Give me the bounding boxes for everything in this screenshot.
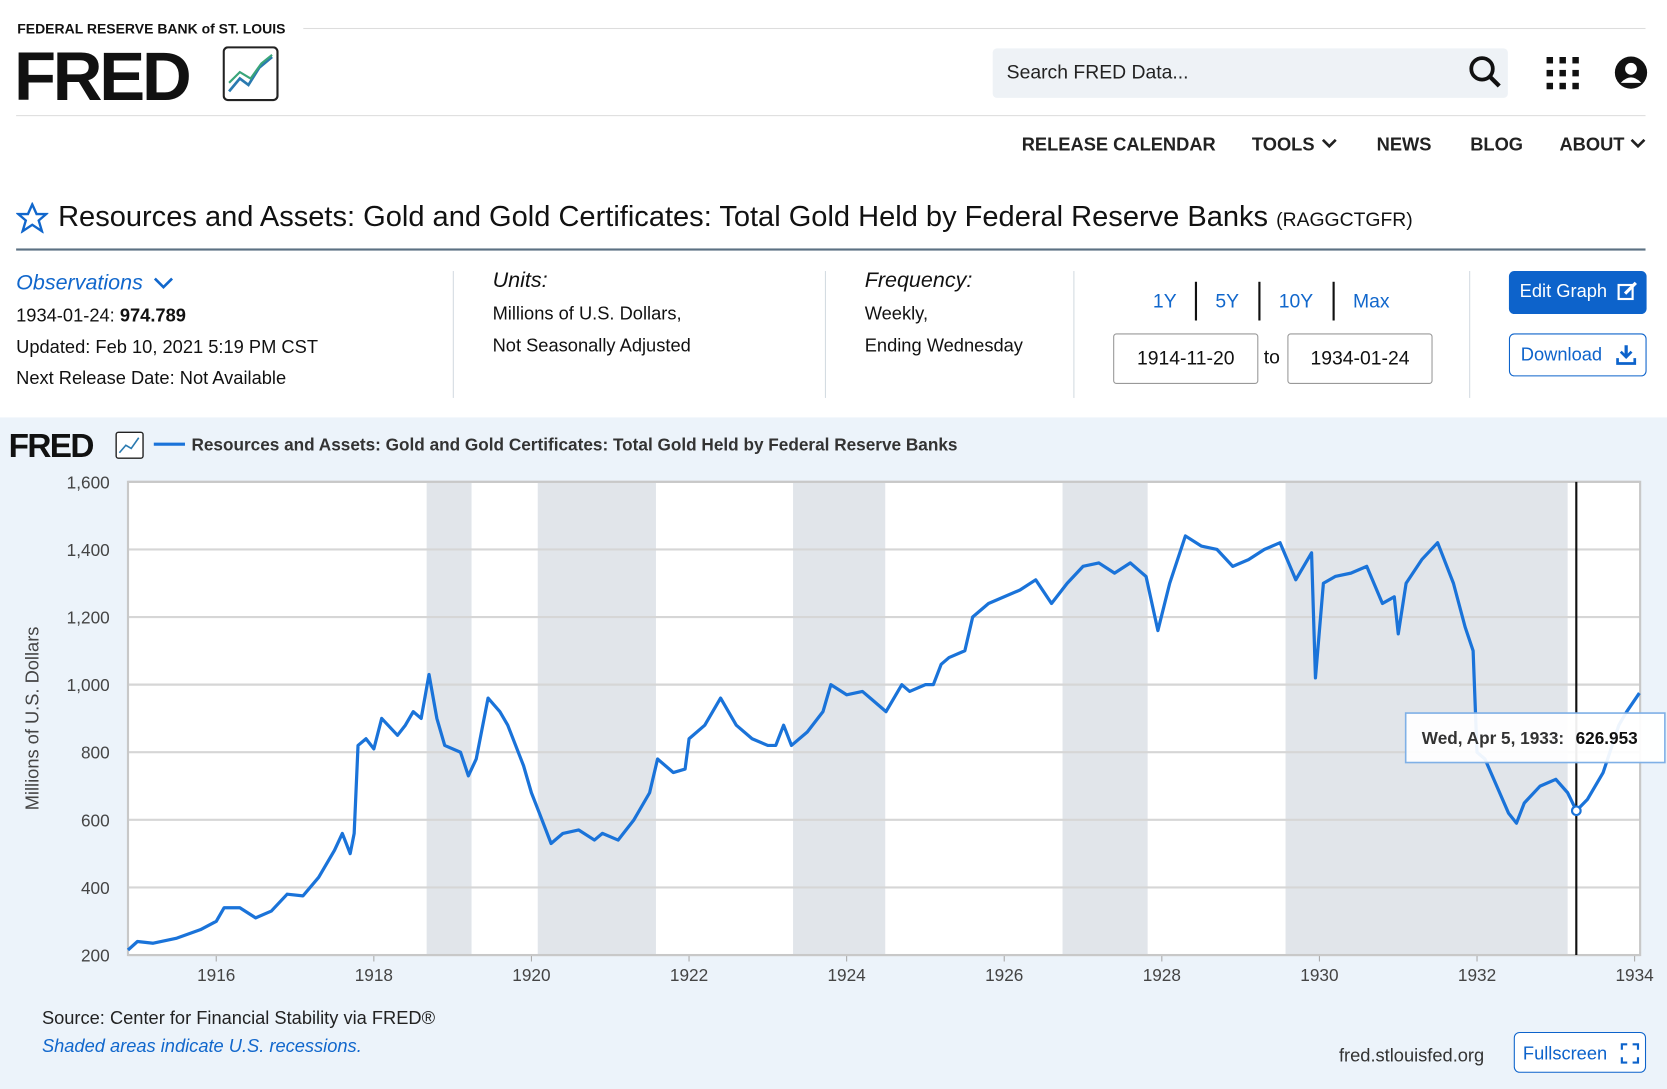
star-icon[interactable] [16, 202, 49, 234]
obs-date: 1934-01-24: [16, 305, 115, 326]
user-icon[interactable] [1614, 56, 1648, 89]
chevron [153, 277, 174, 290]
range-button[interactable]: 1Y [1152, 290, 1177, 312]
download-button[interactable]: Download [1508, 333, 1647, 377]
nav-item[interactable]: ABOUT [1559, 134, 1625, 155]
y-tick-label: 800 [81, 743, 110, 763]
chart: FRED Resources and Assets: Gold and Gold… [0, 417, 1667, 1089]
y-tick-label: 1,200 [67, 607, 110, 627]
title-text: Resources and Assets: Gold and Gold Cert… [58, 200, 1269, 233]
x-tick-label: 1928 [1143, 965, 1181, 985]
nav-item[interactable]: NEWS [1376, 134, 1432, 155]
observations-toggle[interactable]: Observations [16, 271, 143, 295]
nav-item[interactable]: RELEASE CALENDAR [1021, 134, 1216, 155]
chart-logo: FRED [9, 428, 94, 465]
observation: 1934-01-24: 974.789 [16, 305, 186, 327]
edit-icon [1617, 281, 1637, 301]
download-icon [1616, 345, 1637, 365]
frequency-line: Ending Wednesday [864, 335, 1023, 356]
next-release: Next Release Date: Not Available [16, 367, 287, 389]
recession-band [537, 481, 656, 956]
divider [1469, 271, 1471, 398]
tooltip-value: 626.953 [1576, 728, 1638, 748]
search-placeholder: Search FRED Data... [1006, 61, 1189, 83]
tooltip-label: Wed, Apr 5, 1933: [1422, 728, 1564, 748]
range-button[interactable]: 5Y [1215, 290, 1240, 312]
date-from[interactable]: 1914-11-20 [1113, 333, 1259, 384]
y-tick-label: 600 [81, 810, 110, 830]
y-tick-label: 1,000 [67, 675, 110, 695]
units-line: Millions of U.S. Dollars, [492, 303, 682, 324]
y-tick-label: 1,400 [67, 540, 110, 560]
rule [303, 27, 1646, 30]
units-line: Not Seasonally Adjusted [492, 335, 691, 356]
search-icon[interactable] [1468, 55, 1502, 89]
apps-icon[interactable] [1544, 55, 1581, 92]
chart-logo-icon [115, 431, 144, 459]
source: Source: Center for Financial Stability v… [42, 1007, 436, 1028]
x-tick-label: 1918 [355, 965, 393, 985]
divider [824, 271, 826, 398]
nav-item[interactable]: TOOLS [1251, 134, 1315, 155]
x-tick-label: 1934 [1615, 965, 1654, 985]
recession-band [426, 481, 472, 956]
x-tick-label: 1926 [985, 965, 1023, 985]
search-box[interactable] [992, 48, 1508, 98]
org-name: FEDERAL RESERVE BANK of ST. LOUIS [17, 20, 286, 37]
nav-item[interactable]: BLOG [1470, 134, 1524, 155]
x-tick-label: 1922 [670, 965, 708, 985]
separator [1258, 281, 1261, 321]
legend-label: Resources and Assets: Gold and Gold Cert… [191, 435, 957, 455]
frequency-line: Weekly, [864, 303, 929, 324]
series-id: (RAGGCTGFR) [1276, 208, 1413, 231]
divider [452, 271, 454, 398]
logo-icon [222, 46, 279, 102]
range-button[interactable]: 10Y [1278, 290, 1314, 312]
units-label: Units: [492, 268, 548, 293]
separator [1332, 281, 1335, 321]
range-button[interactable]: Max [1352, 290, 1390, 312]
y-axis-label: Millions of U.S. Dollars [22, 627, 43, 811]
to-label: to [1263, 346, 1280, 368]
y-tick-label: 400 [81, 878, 110, 898]
x-tick-label: 1930 [1300, 965, 1338, 985]
y-tick-label: 1,600 [67, 472, 110, 492]
chevron [1321, 138, 1337, 149]
updated: Updated: Feb 10, 2021 5:19 PM CST [16, 336, 318, 358]
fred-logo[interactable]: FRED [13, 37, 192, 116]
edit-label: Edit Graph [1519, 280, 1608, 302]
fullscreen-button[interactable] [1513, 1031, 1647, 1073]
series-line [126, 534, 1641, 952]
edit-graph-button[interactable]: Edit Graph [1508, 271, 1647, 315]
series-title: Resources and Assets: Gold and Gold Cert… [58, 200, 1413, 233]
chevron [1630, 138, 1646, 149]
y-tick-label: 200 [81, 945, 110, 965]
site-url: fred.stlouisfed.org [1339, 1045, 1484, 1066]
rule [16, 248, 1646, 251]
rule [16, 115, 1646, 117]
tooltip-box [1404, 712, 1666, 764]
obs-value: 974.789 [119, 305, 186, 326]
x-tick-label: 1924 [828, 965, 867, 985]
recession-band [793, 481, 886, 956]
x-tick-label: 1932 [1458, 965, 1496, 985]
frequency-label: Frequency: [864, 268, 973, 293]
recession-band [1062, 481, 1148, 956]
x-tick-label: 1920 [512, 965, 550, 985]
date-to[interactable]: 1934-01-24 [1287, 333, 1433, 384]
x-tick-label: 1916 [197, 965, 235, 985]
separator [1194, 281, 1198, 321]
hover-point [1570, 805, 1582, 817]
divider [1073, 271, 1075, 398]
download-label: Download [1520, 344, 1603, 365]
fullscreen-label: Fullscreen [1523, 1042, 1607, 1063]
recession-note: Shaded areas indicate U.S. recessions. [42, 1035, 362, 1056]
fullscreen-icon [1620, 1043, 1640, 1064]
